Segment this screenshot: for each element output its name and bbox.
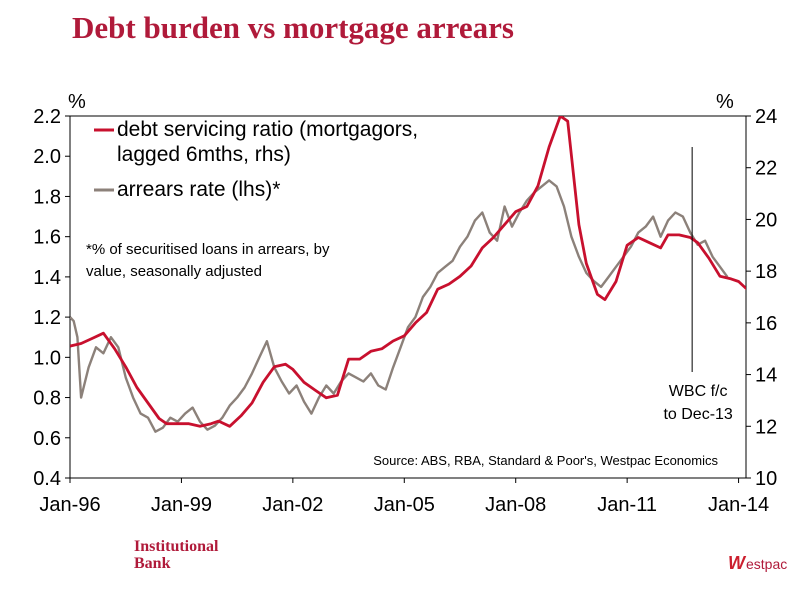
- left-axis-tick-label: 1.2: [33, 307, 61, 329]
- westpac-mark: W: [728, 553, 745, 573]
- right-axis-tick-label: 18: [755, 261, 777, 283]
- x-axis-tick-label: Jan-08: [485, 494, 546, 516]
- left-axis-tick-label: 2.0: [33, 146, 61, 168]
- arrears-series-line: [70, 179, 729, 433]
- left-axis-tick-label: 1.8: [33, 186, 61, 208]
- left-axis-tick-label: 2.2: [33, 106, 61, 128]
- forecast-annotation-text: WBC f/c: [669, 383, 728, 400]
- x-axis: Jan-96 Jan-99 Jan-02 Jan-05 Jan-08 Jan-11 Jan-…: [39, 478, 769, 516]
- left-axis-tick-label: 0.4: [33, 468, 61, 490]
- dsr-series-line: [70, 116, 746, 428]
- arrears-legend-label: arrears rate (lhs)*: [117, 178, 280, 201]
- dsr-legend-label: lagged 6mths, rhs): [117, 143, 291, 166]
- left-axis-unit: %: [68, 91, 86, 113]
- x-axis-tick-label: Jan-11: [597, 494, 657, 516]
- plot-frame: [69, 115, 747, 479]
- right-axis: % 10 12 14 16 18 20 22 24: [716, 91, 777, 490]
- annotations: WBC f/c to Dec-13 *% of securitised loans …: [86, 147, 733, 468]
- footnote-text: value, seasonally adjusted: [86, 263, 262, 280]
- right-axis-tick-label: 12: [755, 416, 777, 438]
- institutional-bank-logo: Institutional Bank: [134, 538, 219, 572]
- x-axis-tick-label: Jan-14: [708, 494, 769, 516]
- right-axis-tick-label: 24: [755, 106, 777, 128]
- dsr-legend-label: debt servicing ratio (mortgagors,: [117, 118, 418, 141]
- left-axis-tick-label: 0.6: [33, 428, 61, 450]
- right-axis-tick-label: 22: [755, 158, 777, 180]
- x-axis-tick-label: Jan-96: [39, 494, 100, 516]
- x-axis-tick-label: Jan-02: [262, 494, 323, 516]
- left-axis-tick-label: 1.6: [33, 227, 61, 249]
- right-axis-tick-label: 20: [755, 209, 777, 231]
- x-axis-tick-label: Jan-99: [151, 494, 212, 516]
- footnote-text: *% of securitised loans in arrears, by: [86, 241, 330, 258]
- westpac-logo: W estpac: [728, 553, 787, 574]
- x-axis-tick-label: Jan-05: [374, 494, 435, 516]
- left-axis-tick-label: 0.8: [33, 388, 61, 410]
- left-axis-tick-label: 1.4: [33, 267, 61, 289]
- right-axis-tick-label: 14: [755, 365, 777, 387]
- westpac-wordmark: estpac: [746, 555, 788, 572]
- right-axis-tick-label: 16: [755, 313, 777, 335]
- left-axis: % 0.4 0.6 0.8 1.0 1.2 1.4 1.6 1.8 2.0 2.2: [33, 91, 86, 490]
- right-axis-tick-label: 10: [755, 468, 777, 490]
- source-note: Source: ABS, RBA, Standard & Poor's, Wes…: [373, 453, 718, 468]
- legend: debt servicing ratio (mortgagors,lagged …: [94, 118, 418, 201]
- series-layer: [70, 116, 746, 433]
- right-axis-unit: %: [716, 91, 734, 113]
- forecast-annotation-text: to Dec-13: [663, 406, 732, 423]
- left-axis-tick-label: 1.0: [33, 347, 61, 369]
- page-title: Debt burden vs mortgage arrears: [72, 10, 514, 45]
- plot-border: [69, 115, 747, 479]
